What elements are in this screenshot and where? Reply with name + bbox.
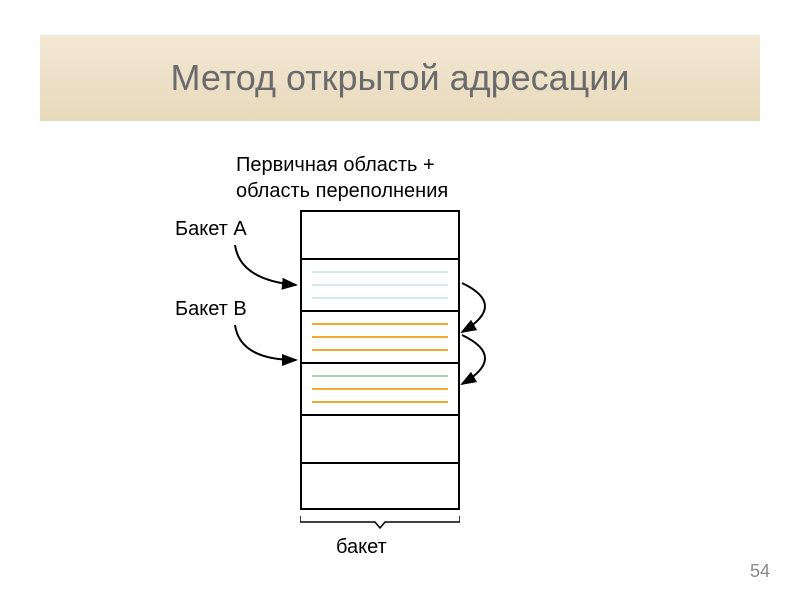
data-record-line [312,271,448,273]
subtitle-line2: область переполнения [236,178,448,204]
label-bucket-a: Бакет A [175,218,247,241]
label-bucket-bottom: бакет [336,536,387,559]
label-bucket-b: Бакет B [175,298,247,321]
data-record-line [312,388,448,390]
bucket-cell [300,310,460,362]
data-record-line [312,349,448,351]
page-number: 54 [750,561,770,582]
data-record-line [312,284,448,286]
bucket-cell [300,414,460,462]
bucket-cell [300,362,460,414]
bucket-cell [300,258,460,310]
data-record-line [312,401,448,403]
bucket-cell [300,210,460,258]
bucket-table [300,210,460,510]
data-record-line [312,336,448,338]
subtitle: Первичная область + область переполнения [236,152,448,204]
bucket-width-bracket [300,516,460,530]
subtitle-line1: Первичная область + [236,152,448,178]
data-record-line [312,323,448,325]
bucket-cell [300,462,460,510]
data-record-line [312,297,448,299]
data-record-line [312,375,448,377]
page-title: Метод открытой адресации [170,57,629,99]
title-bar: Метод открытой адресации [40,35,760,121]
